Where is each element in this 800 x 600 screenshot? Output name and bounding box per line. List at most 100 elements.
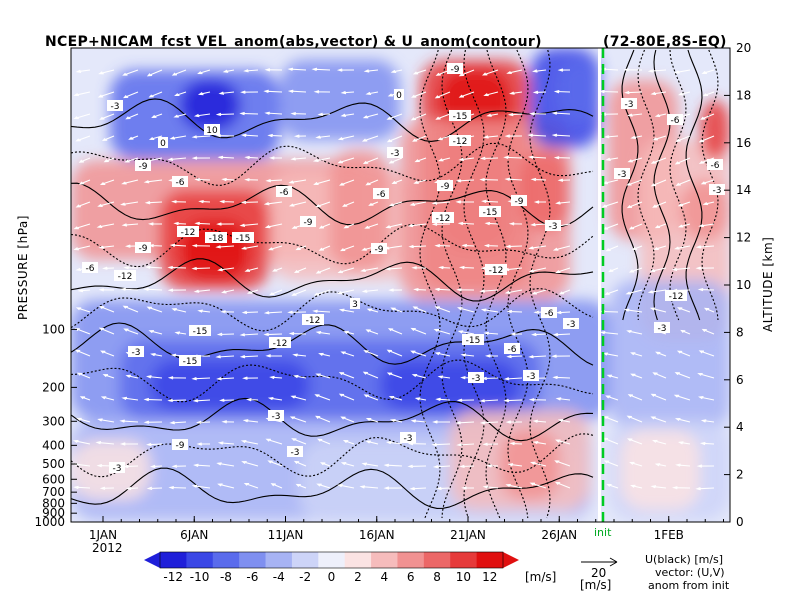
velocity-arrow — [365, 179, 379, 186]
velocity-arrow — [75, 307, 91, 313]
chart-region: (72-80E,8S-EQ) — [603, 34, 727, 50]
contour-label: -3 — [391, 149, 400, 159]
altitude-tick-label: 8 — [736, 325, 744, 339]
altitude-tick-label: 2 — [736, 468, 744, 482]
colorbar-tick-label: 12 — [482, 570, 497, 584]
velocity-arrow — [339, 179, 355, 186]
reference-vector-value: 20 — [591, 566, 606, 580]
contour-label-box — [621, 98, 637, 109]
velocity-arrow — [680, 329, 691, 335]
velocity-arrow — [362, 371, 379, 379]
velocity-arrow — [701, 328, 715, 335]
contour-label-box — [654, 322, 670, 333]
velocity-arrow — [146, 306, 163, 313]
velocity-arrow — [388, 288, 403, 292]
velocity-arrow — [432, 465, 451, 469]
pressure-tick-label: 900 — [42, 506, 65, 520]
velocity-arrow — [295, 245, 307, 251]
legend-note-line-3: anom from init — [648, 579, 730, 592]
contour-label-box — [545, 220, 561, 231]
velocity-arrow — [98, 69, 115, 75]
velocity-arrow — [627, 394, 643, 401]
velocity-arrow — [263, 332, 283, 337]
u-anomaly-contours — [71, 49, 719, 519]
contour-label-box — [300, 216, 316, 227]
velocity-arrow — [219, 199, 235, 204]
velocity-arrow — [654, 113, 667, 118]
velocity-arrow — [311, 67, 331, 72]
velocity-arrow — [75, 135, 91, 142]
velocity-arrow — [482, 485, 499, 489]
velocity-arrow — [627, 157, 643, 163]
velocity-arrow — [390, 69, 403, 74]
velocity-arrow — [483, 331, 499, 335]
contour-label-box — [287, 446, 303, 457]
velocity-arrow — [123, 328, 139, 335]
contour-label-box — [135, 160, 151, 171]
velocity-arrow — [480, 308, 499, 313]
velocity-arrow — [507, 463, 523, 467]
velocity-arrow — [75, 349, 91, 357]
velocity-arrow — [532, 419, 547, 423]
velocity-arrow — [650, 157, 667, 164]
time-tick-label: 11JAN — [268, 528, 304, 542]
velocity-arrow — [314, 394, 331, 401]
velocity-arrow — [269, 156, 283, 160]
velocity-arrow — [78, 157, 91, 163]
velocity-arrow — [264, 68, 283, 72]
velocity-arrow — [483, 243, 499, 248]
velocity-arrow — [290, 111, 307, 116]
velocity-arrow — [603, 416, 619, 423]
velocity-arrow — [244, 178, 259, 182]
velocity-arrow — [458, 157, 475, 162]
velocity-arrow — [532, 69, 547, 73]
velocity-arrow — [629, 461, 643, 467]
contour-label-box — [114, 270, 136, 281]
velocity-arrow — [151, 113, 163, 118]
contour-label: -15 — [466, 336, 481, 346]
velocity-arrow — [410, 350, 427, 357]
velocity-arrow — [148, 222, 163, 226]
velocity-arrow — [628, 267, 643, 273]
velocity-arrow — [626, 201, 643, 209]
velocity-arrow — [146, 442, 163, 447]
velocity-arrow — [98, 245, 115, 249]
contour-label: -3 — [132, 348, 141, 358]
contour-line — [441, 49, 463, 519]
velocity-arrow — [461, 243, 475, 248]
velocity-arrow — [407, 223, 427, 228]
contour-label-box — [350, 298, 360, 309]
colorbar-segment — [212, 552, 240, 568]
time-axis: 1JAN 6JAN 11JAN 16JAN 21JAN 26JAN 1FEB — [89, 516, 724, 542]
contour-label: -9 — [176, 441, 185, 451]
velocity-arrow — [553, 156, 571, 160]
velocity-arrow — [337, 484, 355, 489]
velocity-arrow — [340, 90, 355, 95]
velocity-arrow — [102, 374, 115, 379]
velocity-arrow — [78, 179, 91, 185]
contour-label-box — [172, 439, 188, 450]
velocity-arrow — [99, 305, 115, 313]
velocity-arrow — [362, 113, 379, 119]
contour-label: -3 — [625, 100, 634, 110]
velocity-arrow — [168, 485, 187, 490]
velocity-arrow — [631, 245, 643, 250]
velocity-arrow — [677, 223, 691, 228]
velocity-arrow — [167, 398, 187, 403]
velocity-arrow — [555, 201, 571, 205]
contour-label-box — [302, 314, 324, 325]
velocity-arrow — [215, 245, 235, 249]
velocity-arrow — [272, 267, 283, 272]
velocity-arrow — [431, 222, 451, 226]
velocity-arrow — [313, 289, 331, 296]
velocity-arrow — [291, 438, 307, 445]
velocity-arrow — [363, 69, 379, 73]
velocity-arrow — [554, 481, 571, 489]
contour-label-box — [232, 232, 254, 243]
contour-label: -12 — [181, 228, 196, 238]
velocity-arrow — [265, 354, 283, 358]
velocity-arrow — [361, 289, 379, 293]
velocity-arrow — [552, 375, 571, 380]
velocity-arrow — [343, 330, 355, 335]
velocity-arrow — [414, 157, 427, 163]
